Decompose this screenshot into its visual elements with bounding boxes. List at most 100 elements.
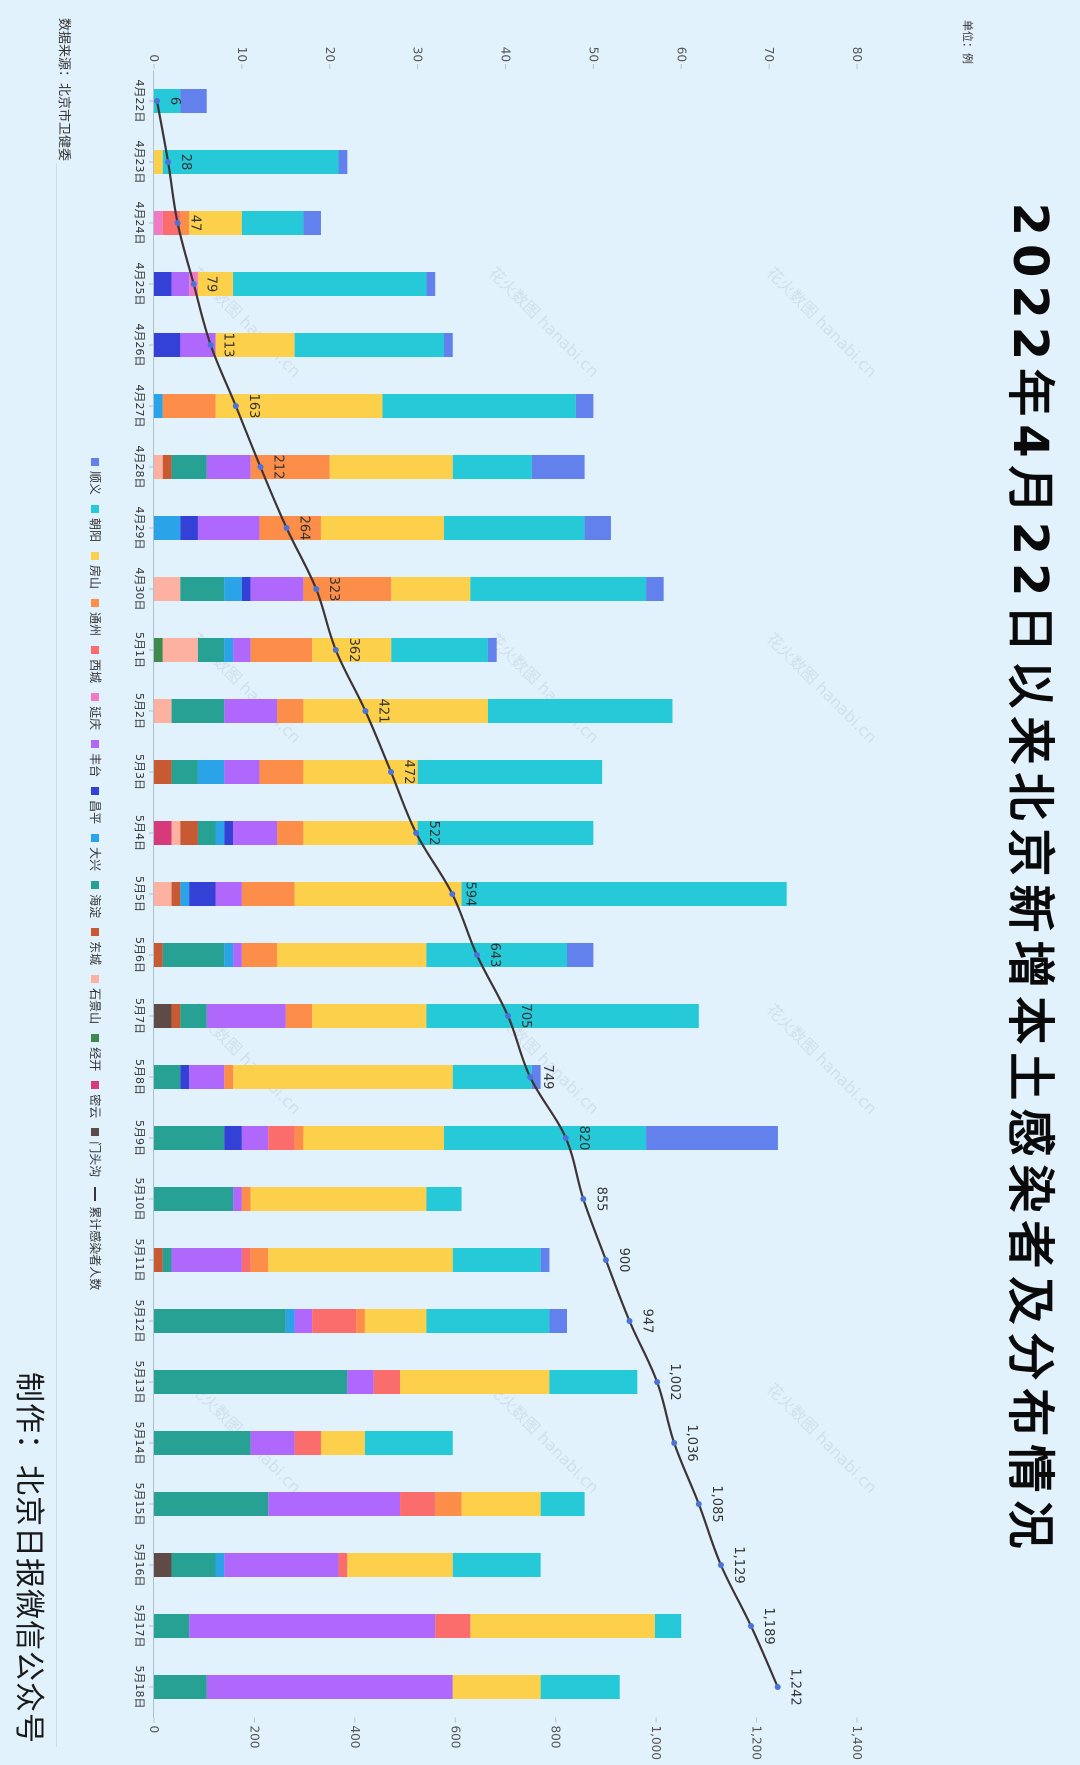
- legend-swatch-icon: [91, 1034, 100, 1043]
- bar-segment: [303, 821, 418, 845]
- cumulative-line: [155, 100, 779, 1688]
- bar-segment: [549, 1309, 568, 1333]
- bar-segment: [153, 455, 163, 479]
- bar-segment: [312, 1004, 427, 1028]
- bar-segment: [452, 1675, 541, 1699]
- legend-item: 石景山: [87, 975, 104, 1024]
- bar-segment: [426, 943, 568, 967]
- y-left-tick-label: 80: [850, 47, 864, 62]
- bar-segment: [224, 821, 234, 845]
- bar-segment: [233, 1187, 242, 1211]
- legend-line-icon: [94, 1187, 97, 1202]
- bar-segment: [338, 1553, 348, 1577]
- legend-item: 房山: [87, 552, 104, 589]
- legend-swatch-icon: [91, 787, 100, 796]
- bar-segment: [153, 1492, 269, 1516]
- cumulative-label: 6: [167, 97, 182, 105]
- stacked-bar: [154, 1553, 541, 1577]
- stacked-bar: [154, 1004, 699, 1028]
- bar-segment: [347, 1370, 374, 1394]
- stacked-bar: [153, 1675, 620, 1699]
- watermark: 花火数图 hanabi.cn: [485, 629, 603, 747]
- legend-swatch-icon: [91, 552, 100, 561]
- bar-segment: [180, 577, 225, 601]
- bar-segment: [250, 577, 304, 601]
- bar-segment: [285, 1004, 313, 1028]
- bar-segment: [154, 1370, 348, 1394]
- legend-item: 密云: [87, 1081, 104, 1118]
- bar-segment: [233, 272, 427, 296]
- bar-segment: [461, 882, 787, 906]
- bar-segment: [180, 821, 198, 845]
- bar-segment: [575, 394, 594, 418]
- legend-label: 东城: [88, 941, 102, 966]
- bar-segment: [540, 1675, 620, 1699]
- stacked-bar: [154, 272, 436, 296]
- legend-swatch-icon: [91, 646, 100, 655]
- bar-segment: [171, 272, 190, 296]
- cumulative-point: [562, 1135, 569, 1141]
- bar-segment: [197, 516, 260, 540]
- stacked-bar: [154, 1309, 568, 1333]
- legend-label: 顺义: [88, 471, 102, 496]
- cumulative-label: 1,189: [761, 1607, 776, 1644]
- stacked-bar: [153, 1065, 541, 1089]
- bar-segment: [171, 821, 181, 845]
- bar-segment: [153, 638, 163, 662]
- bar-segment: [153, 333, 181, 357]
- cumulative-label: 323: [326, 577, 341, 602]
- cumulative-point: [580, 1196, 587, 1202]
- x-tick-label: 5月10日: [133, 1178, 146, 1221]
- stacked-bar: [153, 1126, 778, 1150]
- y-left-tick-label: 60: [674, 47, 688, 62]
- x-tick-label: 5月11日: [133, 1239, 146, 1282]
- bar-segment: [241, 1187, 251, 1211]
- bar-segment: [180, 333, 216, 357]
- bar-segment: [443, 333, 453, 357]
- legend-label: 通州: [88, 612, 102, 637]
- stacked-bar: [154, 760, 603, 784]
- legend-swatch-icon: [91, 1128, 100, 1137]
- bar-segment: [487, 638, 497, 662]
- cumulative-point: [626, 1318, 633, 1324]
- bar-segment: [180, 211, 190, 235]
- x-tick-label: 5月8日: [133, 1059, 146, 1095]
- cumulative-label: 947: [640, 1309, 655, 1334]
- watermark: 花火数图 hanabi.cn: [763, 1379, 881, 1497]
- bar-segment: [153, 1126, 225, 1150]
- watermark: 花火数图 hanabi.cn: [485, 263, 603, 381]
- cumulative-label: 820: [576, 1126, 591, 1151]
- cumulative-point: [174, 220, 181, 226]
- cumulative-label: 163: [246, 394, 261, 419]
- y-left-tick-label: 30: [411, 47, 425, 62]
- bar-segment: [294, 1431, 321, 1455]
- bar-segment: [646, 1126, 778, 1150]
- legend-swatch-icon: [91, 975, 100, 984]
- legend-item: 东城: [87, 928, 104, 965]
- bar-segment: [154, 1004, 172, 1028]
- cumulative-point: [165, 159, 172, 165]
- bar-segment: [452, 1065, 532, 1089]
- bar-segment: [250, 1431, 295, 1455]
- bar-segment: [567, 943, 594, 967]
- bar-segment: [224, 577, 242, 601]
- legend-swatch-icon: [91, 834, 100, 843]
- bar-segment: [320, 1431, 365, 1455]
- legend-item: 顺义: [87, 458, 104, 495]
- legend-label: 房山: [88, 565, 102, 590]
- cumulative-point: [332, 647, 339, 653]
- bar-segment: [426, 1004, 699, 1028]
- y-right-tick-label: 1,000: [649, 1726, 663, 1760]
- cumulative-label: 28: [178, 154, 193, 171]
- bar-segment: [224, 1126, 242, 1150]
- bar-segment: [268, 1492, 401, 1516]
- bar-segment: [189, 211, 242, 235]
- bar-segment: [426, 1187, 462, 1211]
- bar-segment: [153, 211, 163, 235]
- y-left-tick-label: 20: [323, 47, 337, 62]
- y-right-tick-label: 1,400: [850, 1726, 864, 1760]
- cumulative-label: 362: [346, 638, 361, 663]
- x-tick-label: 5月4日: [133, 815, 146, 851]
- y-left-tick-label: 50: [586, 47, 600, 62]
